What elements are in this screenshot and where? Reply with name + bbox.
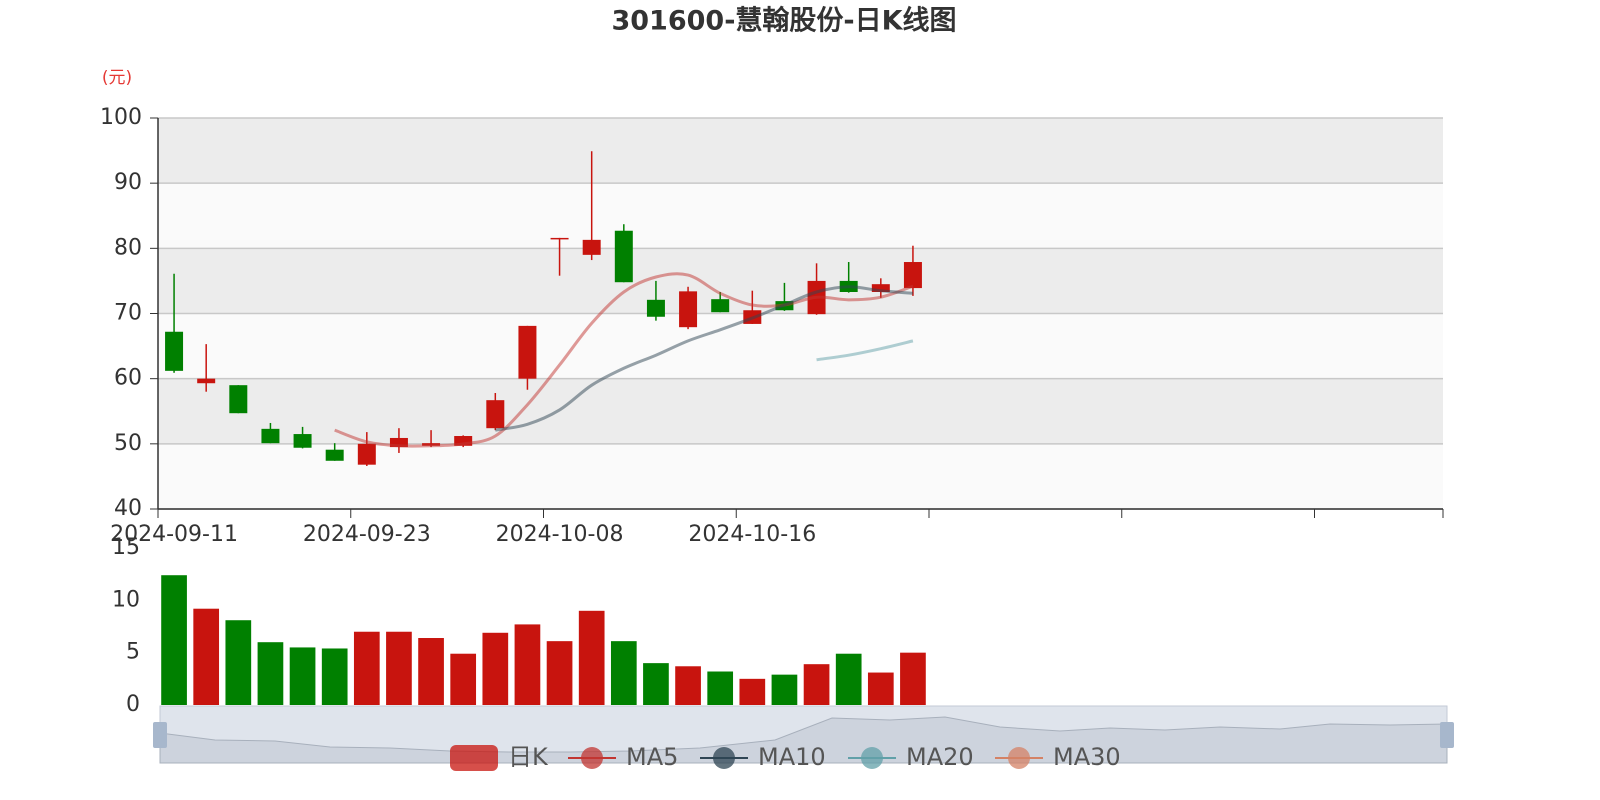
candle-body	[454, 436, 473, 446]
volume-bar	[739, 678, 766, 705]
split-area	[158, 183, 1443, 249]
volume-bar	[771, 674, 798, 705]
split-area	[158, 378, 1443, 444]
ma-line	[334, 272, 914, 448]
volume-bar	[707, 671, 734, 705]
slider-handle[interactable]	[1440, 722, 1454, 748]
candle-body	[229, 385, 248, 414]
split-area	[158, 443, 1443, 509]
y-tick-label: 50	[114, 431, 142, 456]
zoom-slider[interactable]	[153, 705, 1454, 764]
candle-body	[357, 443, 376, 465]
candle-body	[325, 449, 344, 461]
volume-bar	[482, 632, 509, 705]
candle-body	[679, 291, 698, 328]
volume-bar	[386, 631, 412, 705]
volume-bar	[514, 624, 541, 705]
volume-bar	[643, 663, 669, 705]
legend-label: MA20	[906, 743, 974, 771]
volume-y-tick-label: 15	[112, 535, 140, 560]
ma-line	[816, 339, 914, 362]
volume-bar	[450, 653, 477, 705]
candle-body	[165, 331, 184, 371]
legend-icon	[450, 745, 498, 771]
candle-body	[614, 230, 633, 283]
x-tick-label: 2024-09-11	[110, 522, 238, 547]
volume-bar	[675, 666, 701, 705]
candle-body	[389, 437, 408, 448]
volume-bar	[867, 672, 894, 705]
legend-label: MA5	[626, 743, 678, 771]
x-tick-label: 2024-09-23	[303, 522, 431, 547]
legend-item[interactable]: MA20	[848, 743, 974, 771]
candle-body	[711, 299, 730, 313]
volume-bar	[803, 664, 830, 705]
volume-bar	[161, 575, 187, 705]
legend-label: MA10	[758, 743, 826, 771]
candle-body	[582, 239, 601, 255]
y-axis-label: (元)	[102, 68, 132, 88]
split-area	[158, 313, 1443, 379]
volume-bar	[257, 642, 284, 705]
legend-item[interactable]: MA30	[995, 743, 1121, 771]
candle-body	[550, 237, 569, 240]
y-tick-label: 60	[114, 366, 142, 391]
candle-body	[871, 284, 890, 292]
split-area	[158, 118, 1443, 184]
y-tick-label: 100	[100, 105, 142, 130]
chart-title: 301600-慧翰股份-日K线图	[611, 6, 956, 37]
volume-bar	[353, 631, 380, 705]
volume-y-tick-label: 10	[112, 587, 140, 612]
candle-body	[646, 299, 665, 317]
legend-item[interactable]: MA5	[568, 743, 678, 771]
volume-y-tick-label: 5	[126, 640, 140, 665]
legend-item[interactable]: 日K	[450, 743, 549, 771]
legend-icon	[1008, 747, 1030, 769]
volume-bar	[418, 638, 444, 705]
ma-line	[495, 285, 914, 432]
legend-item[interactable]: MA10	[700, 743, 826, 771]
x-tick-label: 2024-10-08	[496, 522, 624, 547]
legend-icon	[713, 747, 735, 769]
volume-bar	[321, 648, 348, 705]
candle-body	[518, 325, 537, 379]
y-tick-label: 70	[114, 301, 142, 326]
candle-body	[486, 400, 505, 429]
volume-y-tick-label: 0	[126, 692, 140, 717]
y-tick-label: 90	[114, 170, 142, 195]
slider-handle[interactable]	[153, 722, 167, 748]
split-area	[158, 248, 1443, 314]
y-tick-label: 80	[114, 235, 142, 260]
volume-bar	[546, 641, 573, 705]
legend-label: 日K	[508, 743, 549, 771]
candle-body	[903, 262, 922, 289]
volume-bar	[610, 641, 637, 705]
x-tick-label: 2024-10-16	[688, 522, 816, 547]
legend-icon	[861, 747, 883, 769]
candle-body	[197, 378, 216, 384]
volume-bar	[578, 610, 605, 705]
y-tick-label: 40	[114, 496, 142, 521]
candle-body	[293, 434, 312, 448]
legend-label: MA30	[1053, 743, 1121, 771]
legend-icon	[581, 747, 603, 769]
candle-body	[261, 428, 280, 444]
volume-bar	[225, 620, 252, 705]
slider-shadow	[159, 716, 1448, 764]
volume-bar	[835, 653, 862, 705]
volume-bar	[193, 608, 220, 705]
volume-bar	[900, 652, 926, 705]
volume-bar	[289, 647, 316, 705]
